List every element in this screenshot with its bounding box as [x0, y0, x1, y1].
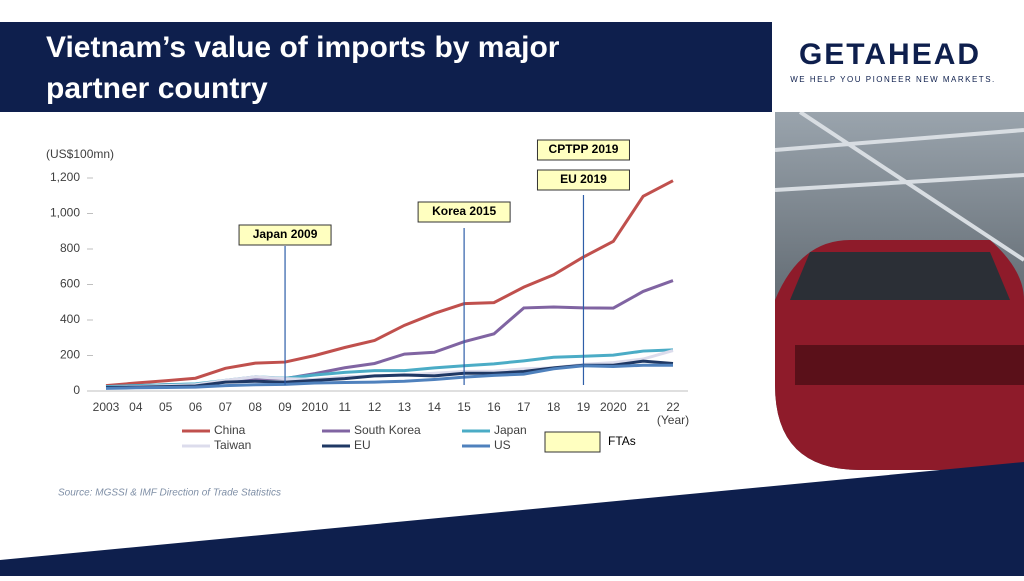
legend-label: China [214, 423, 246, 437]
y-tick-label: 200 [60, 348, 80, 362]
x-tick-label: 12 [368, 400, 382, 414]
y-tick-label: 1,000 [50, 206, 80, 220]
photo [775, 112, 1024, 470]
x-tick-label: 2010 [302, 400, 329, 414]
x-tick-label: 05 [159, 400, 173, 414]
annotation-box [417, 201, 511, 223]
chart: (US$100mn) 0 200 400 600 800 1,000 1,200 2003 04 0… [46, 139, 689, 453]
legend-label: FTAs [608, 434, 636, 448]
x-tick-label: 08 [249, 400, 263, 414]
x-tick-label: 04 [129, 400, 143, 414]
x-tick-label: 07 [219, 400, 233, 414]
x-tick-label: 19 [577, 400, 591, 414]
annotation-text: CPTPP 2019 [549, 142, 619, 156]
annotation-box [536, 169, 630, 191]
x-tick-label: 06 [189, 400, 203, 414]
x-tick-label: 14 [428, 400, 442, 414]
annotation-text: Korea 2015 [432, 204, 496, 218]
legend-swatch [544, 431, 601, 453]
x-tick-label: 2003 [93, 400, 120, 414]
series-line [105, 179, 674, 388]
annotation-box [536, 139, 630, 161]
y-tick-label: 800 [60, 241, 80, 255]
title-bar [0, 22, 772, 112]
x-tick-label: 16 [487, 400, 501, 414]
x-tick-label: 15 [457, 400, 471, 414]
x-tick-label: 13 [398, 400, 412, 414]
y-tick-label: 0 [73, 383, 80, 397]
x-tick-label: 18 [547, 400, 561, 414]
legend-label: Japan [494, 423, 527, 437]
logo-tagline: WE HELP YOU PIONEER NEW MARKETS. [790, 75, 996, 84]
x-tick-label: 21 [636, 400, 650, 414]
footer-wedge [0, 462, 1024, 576]
y-tick-label: 400 [60, 312, 80, 326]
slide-title: partner country [46, 72, 268, 105]
y-tick-label: 1,200 [50, 170, 80, 184]
x-axis-label: (Year) [657, 413, 689, 427]
logo: GETAHEAD [799, 38, 981, 71]
legend-label: Taiwan [214, 438, 251, 452]
slide-title: Vietnam’s value of imports by major [46, 31, 560, 64]
x-tick-label: 2020 [600, 400, 627, 414]
x-tick-label: 22 [666, 400, 680, 414]
x-tick-label: 11 [339, 400, 352, 414]
annotation-text: Japan 2009 [253, 227, 318, 241]
x-tick-label: 17 [517, 400, 531, 414]
legend-label: EU [354, 438, 371, 452]
source-note: Source: MGSSI & IMF Direction of Trade S… [58, 488, 281, 499]
y-tick-label: 600 [60, 277, 80, 291]
series-line [105, 363, 673, 390]
y-axis-label: (US$100mn) [46, 147, 114, 161]
annotation-box [238, 224, 332, 246]
x-tick-label: 09 [278, 400, 292, 414]
legend-label: South Korea [354, 423, 421, 437]
annotation-text: EU 2019 [560, 172, 607, 186]
legend-label: US [494, 438, 511, 452]
